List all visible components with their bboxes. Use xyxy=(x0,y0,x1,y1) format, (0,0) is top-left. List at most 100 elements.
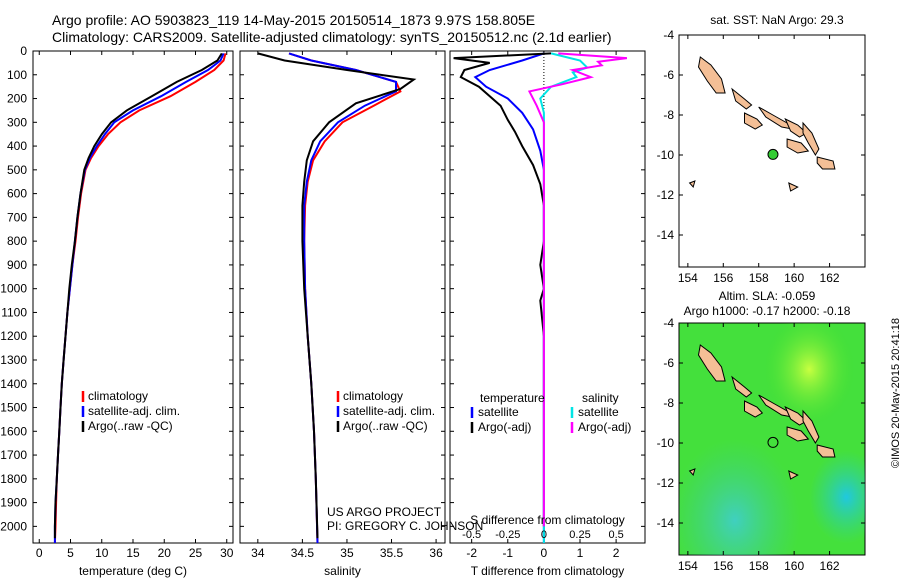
salinity-difference-tick-label: 0.25 xyxy=(569,529,590,541)
temperature-xlabel: temperature (deg C) xyxy=(79,564,187,578)
sla-map-title-line2: Argo h1000: -0.17 h2000: -0.18 xyxy=(684,304,851,318)
salinity-series-argo-raw-qc- xyxy=(257,52,417,539)
salinity-xtick-label: 34 xyxy=(251,546,265,560)
map-ytick-label: -4 xyxy=(663,28,674,42)
salinity-xlabel: salinity xyxy=(324,564,361,578)
map-xtick-label: 158 xyxy=(749,559,769,573)
temperature-xtick-label: 0 xyxy=(36,546,43,560)
differences-series-group xyxy=(453,52,628,543)
argo-position-marker xyxy=(767,148,779,160)
depth-tick-label: 2000 xyxy=(0,519,27,533)
salinity-xtick-label: 35 xyxy=(340,546,354,560)
temperature-xtick-label: 25 xyxy=(189,546,203,560)
island-shape xyxy=(784,405,808,426)
sst-map-title: sat. SST: NaN Argo: 29.3 xyxy=(710,13,844,27)
island-shape xyxy=(802,121,820,156)
depth-tick-label: 100 xyxy=(7,68,27,82)
temperature-legend-label: satellite-adj. clim. xyxy=(88,404,180,418)
map-ytick-label: -12 xyxy=(657,476,675,490)
temperature-plot-frame xyxy=(32,50,234,544)
island-shape xyxy=(784,117,808,138)
map-xtick-label: 160 xyxy=(784,271,804,285)
depth-tick-label: 1700 xyxy=(0,448,27,462)
map-ytick-label: -6 xyxy=(663,356,674,370)
salinity-difference-tick-label: -0.5 xyxy=(462,529,481,541)
island-shape xyxy=(788,470,799,480)
map-xtick-label: 154 xyxy=(678,559,698,573)
depth-tick-label: 900 xyxy=(7,258,27,272)
temperature-xtick-label: 5 xyxy=(67,546,74,560)
island-shape xyxy=(788,182,799,192)
island-shape xyxy=(816,156,836,170)
map-xtick-label: 154 xyxy=(678,271,698,285)
differences-xtick-label: -2 xyxy=(466,546,477,560)
map-xtick-label: 162 xyxy=(820,271,840,285)
salinity-legend-label: satellite-adj. clim. xyxy=(343,404,435,418)
salinity-legend-label: Argo(..raw -QC) xyxy=(343,419,428,433)
temperature-legend-label: Argo(-adj) xyxy=(478,420,531,434)
argo-position-marker xyxy=(767,436,779,448)
salinity-xtick-label: 35.5 xyxy=(380,546,404,560)
depth-tick-label: 0 xyxy=(20,44,27,58)
differences-xtick-label: 1 xyxy=(577,546,584,560)
salinity-series-group xyxy=(257,52,417,543)
project-annotation-line1: US ARGO PROJECT xyxy=(327,505,442,519)
salinity-xtick-label: 36 xyxy=(429,546,443,560)
figure-title-line1: Argo profile: AO 5903823_119 14-May-2015… xyxy=(52,12,536,28)
temperature-xtick-label: 20 xyxy=(158,546,172,560)
depth-tick-label: 1200 xyxy=(0,329,27,343)
salinity-difference-tick-label: -0.25 xyxy=(495,529,520,541)
depth-tick-label: 200 xyxy=(7,92,27,106)
depth-tick-label: 1300 xyxy=(0,353,27,367)
temperature-xtick-label: 10 xyxy=(95,546,109,560)
salinity-legend-heading: salinity xyxy=(582,391,619,405)
sla-map-title-line1: Altim. SLA: -0.059 xyxy=(719,289,816,303)
island-shape xyxy=(744,112,764,130)
island-shape xyxy=(816,444,836,458)
project-annotation-line2: PI: GREGORY C. JOHNSON xyxy=(327,519,483,533)
map-ytick-label: -8 xyxy=(663,396,674,410)
differences-series-salinity-argo-adj- xyxy=(527,52,628,527)
island-shape xyxy=(697,344,726,382)
differences-xtick-label: 0 xyxy=(541,546,548,560)
salinity-plot-frame xyxy=(239,50,446,544)
depth-tick-label: 1500 xyxy=(0,401,27,415)
differences-xtick-label: -1 xyxy=(502,546,513,560)
island-shape xyxy=(731,87,753,110)
salinity-legend-label: satellite xyxy=(578,405,619,419)
salinity-difference-tick-label: 0.5 xyxy=(608,529,623,541)
island-shape xyxy=(688,180,696,189)
temperature-series-group xyxy=(53,52,227,543)
depth-tick-label: 700 xyxy=(7,210,27,224)
map-ytick-label: -14 xyxy=(657,228,675,242)
map-xtick-label: 158 xyxy=(749,271,769,285)
salinity-difference-tick-label: 0 xyxy=(541,529,547,541)
depth-tick-label: 1600 xyxy=(0,424,27,438)
island-shape xyxy=(688,468,696,477)
map-ytick-label: -8 xyxy=(663,108,674,122)
temperature-xtick-label: 15 xyxy=(126,546,140,560)
temperature-legend-label: climatology xyxy=(88,389,148,403)
island-shape xyxy=(786,426,810,442)
map-ytick-label: -10 xyxy=(657,436,675,450)
differences-xtick-label: 2 xyxy=(613,546,620,560)
map-ytick-label: -14 xyxy=(657,516,675,530)
temperature-legend-label: Argo(..raw -QC) xyxy=(88,419,173,433)
depth-tick-label: 1400 xyxy=(0,377,27,391)
depth-tick-label: 300 xyxy=(7,115,27,129)
temperature-legend-heading: temperature xyxy=(480,391,545,405)
island-shape xyxy=(744,400,764,418)
salinity-xtick-label: 34.5 xyxy=(291,546,315,560)
depth-tick-label: 500 xyxy=(7,163,27,177)
map-xtick-label: 160 xyxy=(784,559,804,573)
island-shape xyxy=(731,375,753,398)
depth-tick-label: 1000 xyxy=(0,282,27,296)
depth-tick-label: 400 xyxy=(7,139,27,153)
depth-tick-label: 800 xyxy=(7,234,27,248)
island-shape xyxy=(802,409,820,444)
temperature-legend-label: satellite xyxy=(478,405,519,419)
salinity-difference-xlabel: S difference from climatology xyxy=(470,513,625,527)
map-ytick-label: -6 xyxy=(663,68,674,82)
island-shape xyxy=(786,138,810,154)
